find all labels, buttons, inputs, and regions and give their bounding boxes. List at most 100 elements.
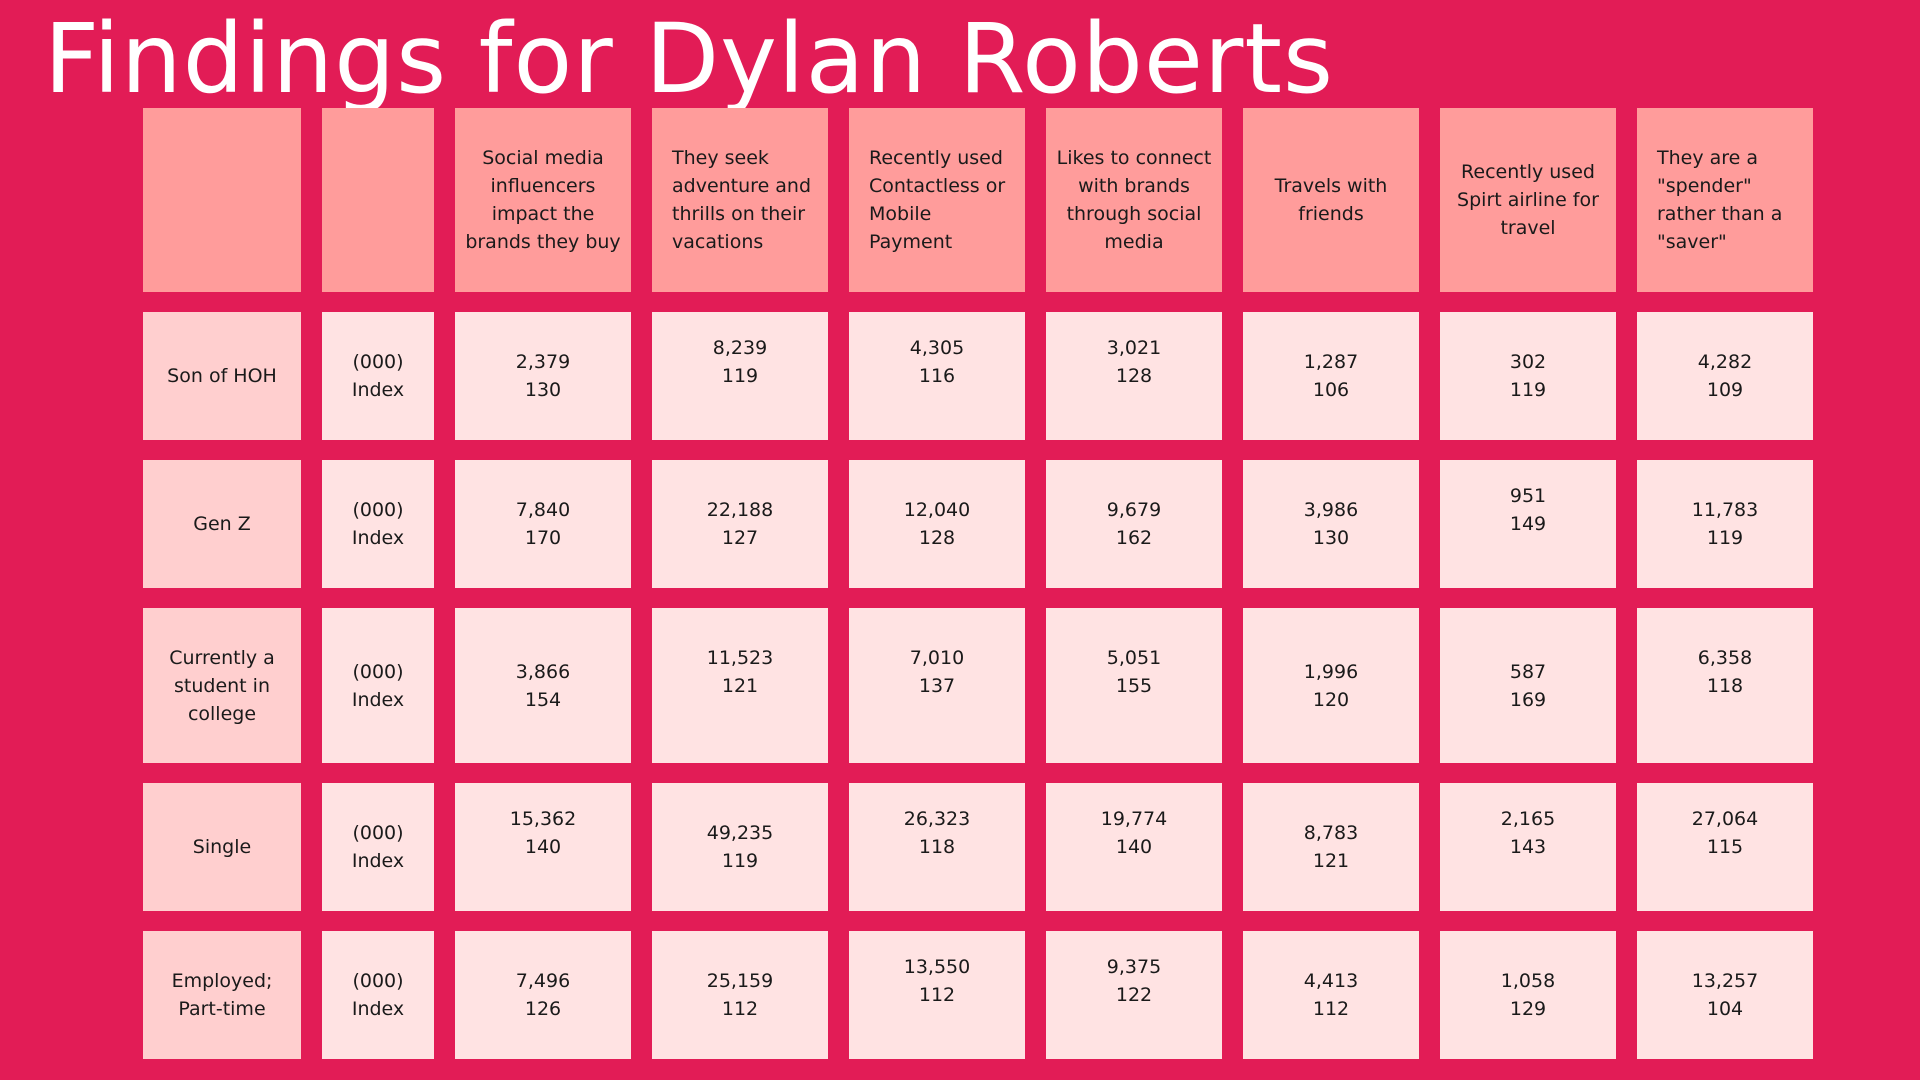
thousands-value: 49,235 xyxy=(706,822,774,844)
index-value: 119 xyxy=(721,365,759,387)
data-cell: 1,996 120 xyxy=(1243,608,1419,763)
thousands-value: 2,379 xyxy=(515,351,571,373)
metric-index-label: Index xyxy=(351,688,405,711)
data-cell: 11,523 121 xyxy=(652,608,828,763)
thousands-value: 7,496 xyxy=(515,970,571,992)
thousands-value: 951 xyxy=(1509,485,1547,507)
index-value: 140 xyxy=(524,836,562,858)
index-value: 118 xyxy=(1706,674,1744,697)
index-value: 137 xyxy=(918,674,956,697)
thousands-value: 27,064 xyxy=(1691,808,1759,830)
thousands-value: 15,362 xyxy=(509,808,577,830)
thousands-value: 1,996 xyxy=(1303,660,1359,683)
thousands-value: 22,188 xyxy=(706,499,774,521)
data-cell: 4,282 109 xyxy=(1637,312,1813,440)
data-cell: 13,257 104 xyxy=(1637,931,1813,1059)
index-value: 109 xyxy=(1706,379,1744,401)
metric-index-label: Index xyxy=(351,850,405,872)
data-cell: 5,051 155 xyxy=(1046,608,1222,763)
findings-table: Social media influencers impact the bran… xyxy=(143,108,1813,1059)
data-cell: 12,040 128 xyxy=(849,460,1025,588)
index-value: 162 xyxy=(1115,527,1153,549)
thousands-value: 2,165 xyxy=(1500,808,1556,830)
row-label: Currently a student in college xyxy=(143,608,301,763)
index-value: 130 xyxy=(1312,527,1350,549)
row-label: Gen Z xyxy=(143,460,301,588)
page-title: Findings for Dylan Roberts xyxy=(44,3,1335,115)
data-cell: 3,021 128 xyxy=(1046,312,1222,440)
index-value: 104 xyxy=(1706,998,1744,1020)
index-value: 116 xyxy=(918,365,956,387)
data-cell: 6,358 118 xyxy=(1637,608,1813,763)
thousands-value: 587 xyxy=(1509,660,1547,683)
thousands-value: 13,550 xyxy=(903,956,971,978)
index-value: 122 xyxy=(1115,984,1153,1006)
thousands-value: 6,358 xyxy=(1697,646,1753,669)
index-value: 112 xyxy=(918,984,956,1006)
data-cell: 8,239 119 xyxy=(652,312,828,440)
index-value: 119 xyxy=(1509,379,1547,401)
index-value: 120 xyxy=(1312,688,1350,711)
metric-thousands-label: (000) xyxy=(352,351,404,373)
thousands-value: 3,866 xyxy=(515,660,571,683)
data-cell: 26,323 118 xyxy=(849,783,1025,911)
column-header: They seek adventure and thrills on their… xyxy=(652,108,828,292)
data-cell: 1,058 129 xyxy=(1440,931,1616,1059)
data-cell: 9,679 162 xyxy=(1046,460,1222,588)
thousands-value: 3,986 xyxy=(1303,499,1359,521)
metric-label-cell: (000) Index xyxy=(322,931,434,1059)
thousands-value: 12,040 xyxy=(903,499,971,521)
index-value: 118 xyxy=(918,836,956,858)
data-cell: 2,165 143 xyxy=(1440,783,1616,911)
thousands-value: 8,783 xyxy=(1303,822,1359,844)
index-value: 129 xyxy=(1509,998,1547,1020)
index-value: 140 xyxy=(1115,836,1153,858)
index-value: 128 xyxy=(1115,365,1153,387)
index-value: 106 xyxy=(1312,379,1350,401)
thousands-value: 7,840 xyxy=(515,499,571,521)
index-value: 170 xyxy=(524,527,562,549)
metric-label-cell: (000) Index xyxy=(322,312,434,440)
column-header: Likes to connect with brands through soc… xyxy=(1046,108,1222,292)
thousands-value: 13,257 xyxy=(1691,970,1759,992)
thousands-value: 1,058 xyxy=(1500,970,1556,992)
metric-label-cell: (000) Index xyxy=(322,460,434,588)
thousands-value: 4,413 xyxy=(1303,970,1359,992)
column-header: Social media influencers impact the bran… xyxy=(455,108,631,292)
thousands-value: 9,679 xyxy=(1106,499,1162,521)
index-value: 119 xyxy=(721,850,759,872)
column-header: Recently used Spirt airline for travel xyxy=(1440,108,1616,292)
metric-index-label: Index xyxy=(351,998,405,1020)
metric-thousands-label: (000) xyxy=(352,499,404,521)
column-header: Travels with friends xyxy=(1243,108,1419,292)
thousands-value: 4,282 xyxy=(1697,351,1753,373)
data-cell: 11,783 119 xyxy=(1637,460,1813,588)
thousands-value: 11,783 xyxy=(1691,499,1759,521)
data-cell: 13,550 112 xyxy=(849,931,1025,1059)
thousands-value: 5,051 xyxy=(1106,646,1162,669)
metric-label-cell: (000) Index xyxy=(322,783,434,911)
index-value: 128 xyxy=(918,527,956,549)
data-cell: 1,287 106 xyxy=(1243,312,1419,440)
index-value: 112 xyxy=(721,998,759,1020)
data-cell: 951 149 xyxy=(1440,460,1616,588)
metric-index-label: Index xyxy=(351,527,405,549)
data-cell: 7,010 137 xyxy=(849,608,1025,763)
index-value: 127 xyxy=(721,527,759,549)
metric-label-cell: (000) Index xyxy=(322,608,434,763)
metric-thousands-label: (000) xyxy=(352,970,404,992)
data-cell: 7,840 170 xyxy=(455,460,631,588)
index-value: 126 xyxy=(524,998,562,1020)
index-value: 121 xyxy=(1312,850,1350,872)
data-cell: 4,305 116 xyxy=(849,312,1025,440)
thousands-value: 25,159 xyxy=(706,970,774,992)
data-cell: 15,362 140 xyxy=(455,783,631,911)
thousands-value: 302 xyxy=(1509,351,1547,373)
row-label: Son of HOH xyxy=(143,312,301,440)
index-value: 169 xyxy=(1509,688,1547,711)
row-label: Single xyxy=(143,783,301,911)
thousands-value: 3,021 xyxy=(1106,337,1162,359)
index-value: 149 xyxy=(1509,513,1547,535)
data-cell: 3,986 130 xyxy=(1243,460,1419,588)
data-cell: 27,064 115 xyxy=(1637,783,1813,911)
